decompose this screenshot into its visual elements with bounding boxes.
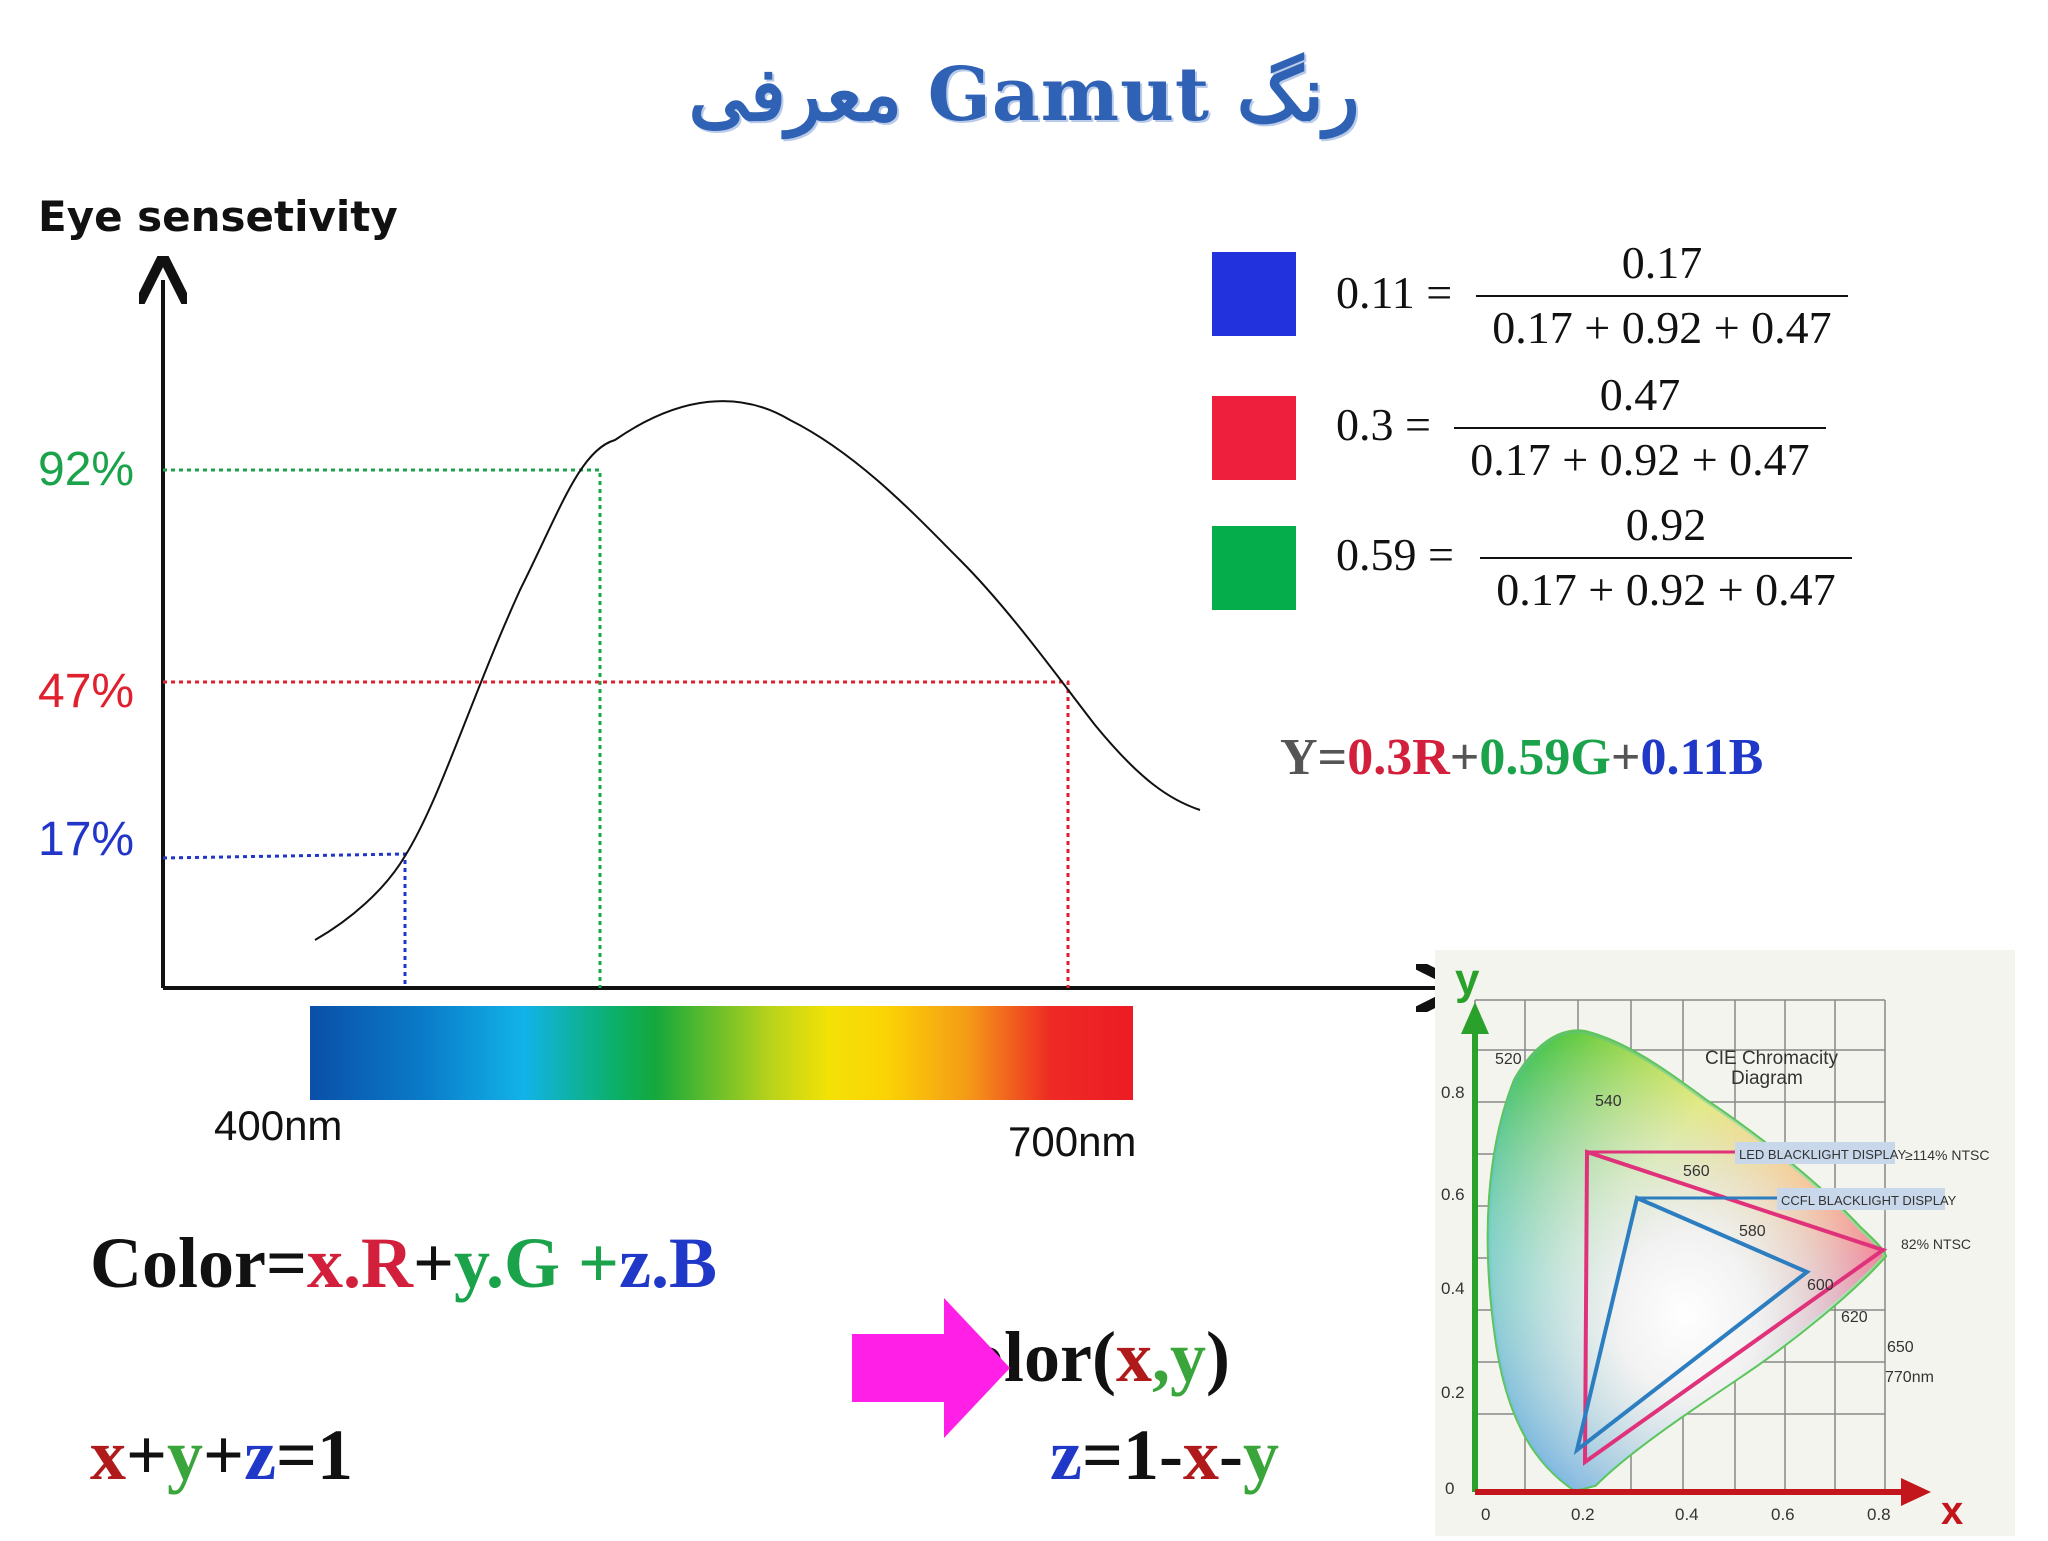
svg-text:560: 560: [1683, 1163, 1710, 1180]
spectrum-end-label: 700nm: [1008, 1118, 1137, 1165]
color-equation: Color=x.R+y.G +z.B: [90, 1223, 718, 1303]
blue-swatch: [1212, 252, 1296, 336]
svg-text:520: 520: [1495, 1051, 1522, 1068]
svg-text:0: 0: [1445, 1479, 1454, 1498]
level-17-label: 17%: [38, 813, 135, 866]
svg-text:0.2: 0.2: [1441, 1383, 1465, 1402]
green-ratio-lhs: 0.59 =: [1336, 529, 1454, 580]
cie-title-line1: CIE Chromacity: [1705, 1048, 1839, 1069]
svg-text:0.2: 0.2: [1571, 1505, 1595, 1524]
cie-diagram-panel: y x CIE Chromacity Diagram 0.8 0.6 0.4 0…: [1435, 950, 2015, 1536]
red-swatch: [1212, 396, 1296, 480]
sensitivity-curve: [314, 400, 1201, 941]
magenta-arrow-icon: [852, 1298, 1010, 1438]
led-gamut-triangle: [1582, 1149, 1888, 1466]
sensitivity-chart: [0, 0, 1500, 1100]
svg-text:620: 620: [1841, 1309, 1868, 1326]
svg-text:0.6: 0.6: [1441, 1185, 1465, 1204]
svg-text:650: 650: [1887, 1339, 1914, 1356]
spectrum-bar: [310, 1006, 1133, 1100]
guide-92: [163, 468, 602, 988]
ccfl-ntsc-label: 82% NTSC: [1901, 1236, 1971, 1252]
blue-ratio-fraction: 0.17 0.17 + 0.92 + 0.47: [1476, 236, 1848, 354]
luma-equation: Y=0.3R+0.59G+0.11B: [1280, 729, 1764, 786]
led-label: LED BLACKLIGHT DISPLAY: [1739, 1147, 1906, 1162]
level-47-label: 47%: [38, 665, 135, 718]
ccfl-label: CCFL BLACKLIGHT DISPLAY: [1781, 1193, 1957, 1208]
cie-x-axis-label: x: [1941, 1489, 1963, 1533]
svg-text:0.4: 0.4: [1441, 1279, 1465, 1298]
svg-text:580: 580: [1739, 1223, 1766, 1240]
cie-title-line2: Diagram: [1731, 1068, 1803, 1089]
svg-text:0.6: 0.6: [1771, 1505, 1795, 1524]
guide-17: [162, 852, 407, 988]
guide-47: [163, 680, 1070, 988]
cie-y-axis-label: y: [1455, 955, 1480, 1004]
level-92-label: 92%: [38, 443, 135, 496]
svg-text:0.8: 0.8: [1441, 1083, 1465, 1102]
red-ratio-fraction: 0.47 0.17 + 0.92 + 0.47: [1454, 368, 1826, 486]
svg-text:0.4: 0.4: [1675, 1505, 1699, 1524]
red-ratio-lhs: 0.3 =: [1336, 399, 1431, 450]
svg-text:540: 540: [1595, 1093, 1622, 1110]
svg-text:0: 0: [1481, 1505, 1490, 1524]
spectrum-start-label: 400nm: [214, 1102, 343, 1149]
cie-diagram: y x CIE Chromacity Diagram 0.8 0.6 0.4 0…: [1441, 955, 1989, 1533]
svg-text:770nm: 770nm: [1885, 1369, 1934, 1386]
green-swatch: [1212, 526, 1296, 610]
z-equation: z=1-x-y: [1050, 1415, 1279, 1495]
led-ntsc-label: ≥114% NTSC: [1905, 1147, 1989, 1163]
svg-text:0.8: 0.8: [1867, 1505, 1891, 1524]
y-axis-label: Eye sensetivity: [38, 192, 398, 241]
blue-ratio-lhs: 0.11 =: [1336, 267, 1453, 318]
sum-equation: x+y+z=1: [90, 1415, 354, 1495]
ccfl-gamut-triangle: [1573, 1195, 1811, 1456]
svg-text:600: 600: [1807, 1277, 1834, 1294]
green-ratio-fraction: 0.92 0.17 + 0.92 + 0.47: [1480, 498, 1852, 616]
page-title: معرفی Gamut رنگ: [688, 52, 1360, 138]
